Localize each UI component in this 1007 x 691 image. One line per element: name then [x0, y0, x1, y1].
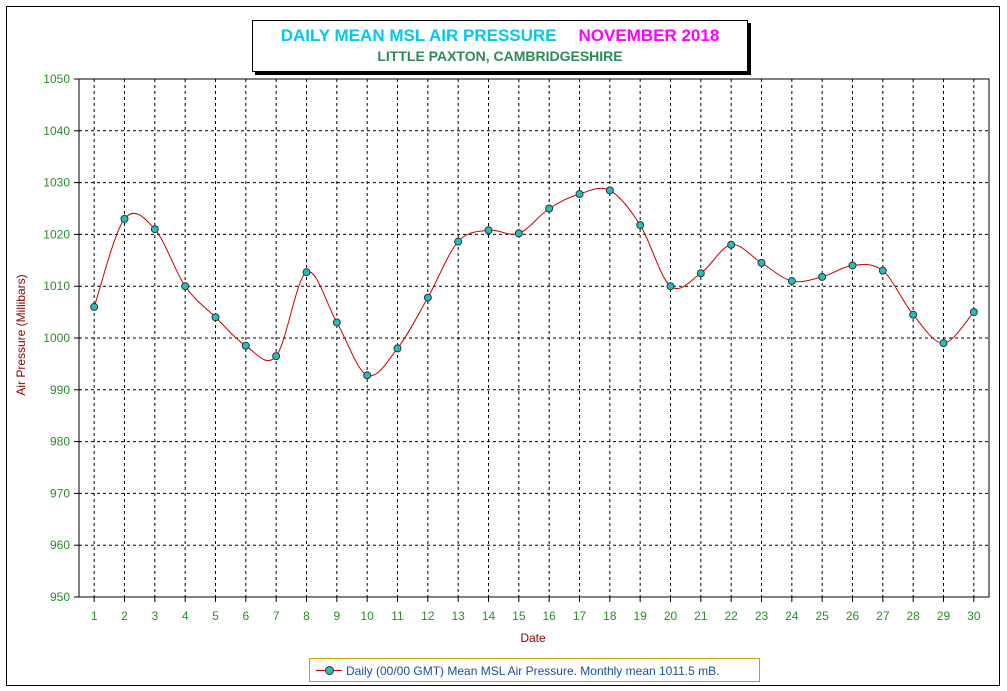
data-point — [211, 313, 220, 322]
x-tick-label: 15 — [512, 609, 526, 623]
y-axis-title: Air Pressure (Millibars) — [14, 274, 28, 395]
y-tick-label: 1030 — [43, 176, 70, 190]
legend-marker-icon — [325, 666, 334, 675]
x-tick-label: 26 — [846, 609, 860, 623]
data-point — [605, 186, 614, 195]
data-point — [575, 189, 584, 198]
data-point — [696, 269, 705, 278]
y-tick-label: 950 — [50, 590, 70, 604]
x-tick-label: 22 — [724, 609, 738, 623]
x-tick-label: 25 — [815, 609, 829, 623]
x-tick-label: 11 — [391, 609, 404, 623]
data-point — [272, 352, 281, 361]
x-tick-label: 19 — [633, 609, 647, 623]
chart-month-title: NOVEMBER 2018 — [578, 26, 720, 45]
x-tick-label: 20 — [664, 609, 678, 623]
x-tick-label: 17 — [573, 609, 587, 623]
y-tick-label: 1050 — [43, 72, 70, 86]
data-point — [909, 310, 918, 319]
data-point — [636, 221, 645, 230]
data-point — [484, 226, 493, 235]
data-point — [818, 272, 827, 281]
x-tick-label: 12 — [421, 609, 435, 623]
y-tick-label: 1010 — [43, 279, 70, 293]
x-tick-label: 7 — [273, 609, 280, 623]
title-line: DAILY MEAN MSL AIR PRESSURE NOVEMBER 2018 — [253, 26, 747, 46]
x-tick-label: 13 — [451, 609, 465, 623]
legend-label: Daily (00/00 GMT) Mean MSL Air Pressure.… — [346, 664, 720, 678]
data-point — [332, 318, 341, 327]
x-tick-label: 18 — [603, 609, 617, 623]
x-tick-label: 1 — [91, 609, 98, 623]
data-point — [120, 214, 129, 223]
chart-subtitle: LITTLE PAXTON, CAMBRIDGESHIRE — [377, 48, 623, 64]
x-tick-label: 23 — [755, 609, 769, 623]
x-tick-label: 30 — [967, 609, 981, 623]
data-point — [878, 266, 887, 275]
x-tick-label: 28 — [906, 609, 920, 623]
x-tick-label: 21 — [694, 609, 708, 623]
data-point — [514, 229, 523, 238]
axes — [74, 78, 990, 602]
chart-title-box: DAILY MEAN MSL AIR PRESSURE NOVEMBER 2018… — [252, 20, 748, 72]
y-tick-label: 1000 — [43, 331, 70, 345]
x-tick-label: 6 — [242, 609, 249, 623]
y-tick-label: 990 — [50, 383, 70, 397]
x-tick-label: 9 — [333, 609, 340, 623]
x-tick-label: 2 — [121, 609, 128, 623]
y-tick-label: 980 — [50, 435, 70, 449]
x-tick-label: 3 — [151, 609, 158, 623]
data-point — [363, 371, 372, 380]
y-tick-label: 960 — [50, 538, 70, 552]
data-point — [302, 268, 311, 277]
x-tick-label: 16 — [542, 609, 556, 623]
series-markers — [90, 186, 978, 380]
data-point — [848, 261, 857, 270]
y-tick-labels: 950 960 970 980 990 1000 1010 1020 1030 1040 1050 — [43, 72, 70, 604]
x-tick-label: 27 — [876, 609, 890, 623]
chart-frame — [6, 6, 1000, 686]
data-point — [393, 344, 402, 353]
data-point — [90, 302, 99, 311]
x-tick-label: 29 — [937, 609, 951, 623]
data-point — [757, 258, 766, 267]
y-tick-label: 1040 — [43, 124, 70, 138]
chart-title: DAILY MEAN MSL AIR PRESSURE — [280, 26, 557, 45]
x-tick-labels: 1 2 3 4 5 6 7 8 9 10 11 12 13 14 15 16 17 18 19 20 21 22 23 24 2… — [91, 609, 981, 623]
data-point — [545, 204, 554, 213]
x-axis-title: Date — [520, 631, 546, 645]
x-tick-label: 8 — [303, 609, 310, 623]
x-tick-label: 4 — [182, 609, 189, 623]
series-line — [93, 187, 975, 377]
x-tick-label: 24 — [785, 609, 799, 623]
x-tick-label: 14 — [482, 609, 496, 623]
data-point — [969, 308, 978, 317]
data-point — [939, 339, 948, 348]
y-tick-label: 1020 — [43, 227, 70, 241]
data-point — [423, 293, 432, 302]
data-point — [150, 225, 159, 234]
x-tick-label: 10 — [360, 609, 374, 623]
x-tick-label: 5 — [212, 609, 219, 623]
data-point — [727, 240, 736, 249]
data-point — [454, 237, 463, 246]
legend: Daily (00/00 GMT) Mean MSL Air Pressure.… — [309, 658, 760, 682]
y-tick-label: 970 — [50, 486, 70, 500]
grid — [79, 79, 989, 597]
data-point — [241, 341, 250, 350]
data-point — [181, 282, 190, 291]
data-point — [787, 277, 796, 286]
data-point — [666, 282, 675, 291]
